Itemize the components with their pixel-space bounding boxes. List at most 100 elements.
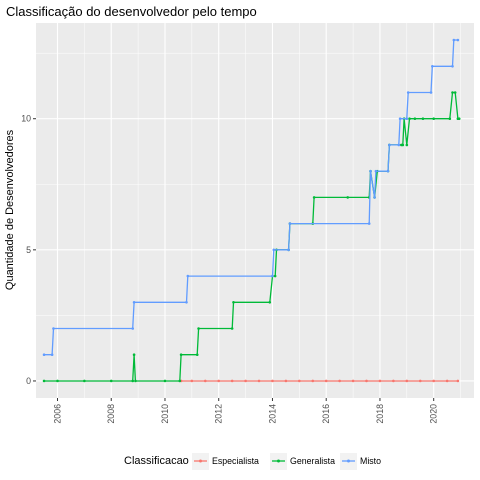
data-point bbox=[257, 379, 261, 383]
data-point bbox=[413, 117, 417, 121]
data-point bbox=[298, 379, 301, 383]
data-point bbox=[421, 117, 425, 121]
data-point bbox=[453, 91, 457, 94]
data-point bbox=[50, 353, 54, 357]
data-point bbox=[131, 379, 135, 383]
data-point bbox=[132, 353, 136, 357]
data-point bbox=[271, 379, 274, 383]
series-line bbox=[44, 39, 458, 356]
data-point bbox=[338, 379, 341, 383]
legend-key-point bbox=[277, 459, 280, 463]
data-point bbox=[230, 379, 234, 383]
x-tick-label: 2010 bbox=[160, 404, 170, 424]
data-point bbox=[346, 196, 350, 199]
data-point bbox=[284, 379, 288, 383]
legend-key-especialista bbox=[192, 453, 209, 470]
series-misto bbox=[42, 38, 460, 357]
data-point bbox=[195, 353, 199, 357]
legend-key-misto bbox=[340, 453, 357, 470]
data-point bbox=[451, 91, 454, 94]
data-point bbox=[324, 379, 328, 383]
legend-title: Classificacao bbox=[124, 455, 189, 467]
data-point bbox=[190, 379, 194, 383]
data-point bbox=[448, 117, 452, 121]
data-point bbox=[52, 327, 55, 330]
data-point bbox=[431, 64, 434, 68]
data-point bbox=[456, 379, 460, 383]
data-point bbox=[287, 248, 290, 252]
data-point bbox=[418, 379, 422, 383]
legend: Classificacao Especialista Generalista Mis… bbox=[124, 453, 381, 470]
data-point bbox=[445, 379, 449, 383]
x-tick-label: 2016 bbox=[321, 404, 331, 424]
data-point bbox=[367, 222, 371, 225]
data-point bbox=[288, 222, 292, 225]
y-tick-label: 0 bbox=[26, 376, 31, 386]
data-point bbox=[365, 379, 368, 383]
data-point bbox=[351, 379, 355, 383]
legend-label: Generalista bbox=[290, 456, 335, 466]
data-point bbox=[83, 379, 86, 383]
y-axis-title: Quantidade de Desenvolvedores bbox=[4, 129, 16, 290]
data-point bbox=[163, 379, 167, 383]
data-point bbox=[178, 379, 182, 383]
data-point bbox=[373, 196, 376, 199]
legend-key-point bbox=[347, 459, 350, 463]
data-point bbox=[203, 379, 207, 383]
data-point bbox=[405, 379, 409, 383]
data-point bbox=[429, 91, 433, 94]
data-point bbox=[186, 274, 190, 278]
series-especialista bbox=[179, 379, 460, 383]
chart-title: Classificação do desenvolvedor pelo temp… bbox=[6, 4, 257, 19]
data-point bbox=[378, 379, 382, 383]
x-tick-label: 2008 bbox=[106, 404, 116, 424]
data-point bbox=[312, 196, 316, 199]
x-tick-label: 2014 bbox=[267, 404, 277, 424]
data-point bbox=[272, 248, 276, 252]
y-tick-label: 5 bbox=[26, 245, 31, 255]
data-point bbox=[273, 274, 277, 278]
legend-label: Misto bbox=[360, 456, 381, 466]
data-point bbox=[405, 117, 409, 121]
data-point bbox=[388, 143, 391, 147]
data-point bbox=[197, 327, 200, 330]
legend-key-generalista bbox=[270, 453, 287, 470]
data-point bbox=[42, 379, 46, 383]
x-tick-label: 2018 bbox=[375, 404, 385, 424]
x-tick-label: 2012 bbox=[214, 404, 224, 424]
data-point bbox=[268, 300, 272, 304]
data-point bbox=[397, 143, 401, 147]
data-point bbox=[406, 91, 410, 94]
data-point bbox=[432, 117, 435, 121]
series-line bbox=[44, 91, 460, 382]
data-point bbox=[451, 64, 454, 68]
data-point bbox=[432, 379, 435, 383]
data-point bbox=[401, 143, 405, 147]
data-point bbox=[132, 300, 136, 304]
data-point bbox=[452, 38, 456, 42]
data-point bbox=[232, 300, 235, 304]
data-point bbox=[134, 379, 137, 383]
plot-panel bbox=[36, 23, 474, 398]
legend-key-point bbox=[199, 459, 202, 463]
data-point bbox=[405, 143, 409, 147]
x-tick-label: 2006 bbox=[52, 404, 62, 424]
data-point bbox=[179, 353, 183, 357]
data-point bbox=[244, 379, 247, 383]
data-point bbox=[369, 169, 372, 173]
data-point bbox=[408, 117, 411, 121]
data-point bbox=[457, 117, 461, 121]
data-point bbox=[131, 327, 135, 330]
data-point bbox=[456, 38, 460, 42]
data-point bbox=[217, 379, 221, 383]
y-tick-label: 10 bbox=[21, 114, 31, 124]
data-point bbox=[56, 379, 59, 383]
data-point bbox=[398, 117, 402, 121]
x-axis: 2006 2008 2010 2012 2014 2016 2018 2020 bbox=[52, 398, 439, 424]
x-tick-label: 2020 bbox=[429, 404, 439, 424]
data-point bbox=[374, 169, 378, 173]
data-point bbox=[271, 274, 274, 278]
data-point bbox=[230, 327, 234, 330]
data-point bbox=[386, 169, 390, 173]
